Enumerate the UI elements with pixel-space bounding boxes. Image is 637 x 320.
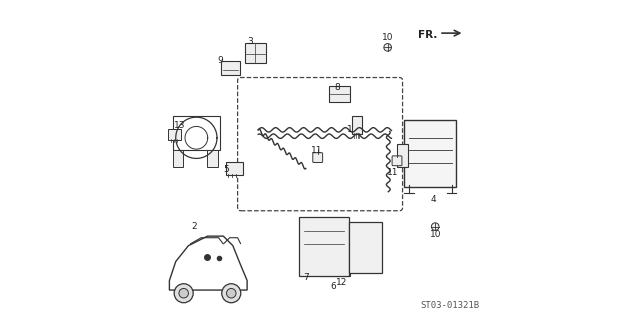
FancyBboxPatch shape xyxy=(221,61,240,75)
FancyBboxPatch shape xyxy=(245,43,266,63)
Text: 5: 5 xyxy=(223,165,229,174)
Text: 3: 3 xyxy=(247,36,252,45)
FancyBboxPatch shape xyxy=(404,120,457,187)
Text: 4: 4 xyxy=(431,195,436,204)
Circle shape xyxy=(179,288,189,298)
FancyBboxPatch shape xyxy=(208,150,218,167)
FancyBboxPatch shape xyxy=(299,217,348,276)
Circle shape xyxy=(222,284,241,303)
Circle shape xyxy=(174,284,193,303)
Text: 11: 11 xyxy=(311,146,323,155)
Text: 11: 11 xyxy=(387,168,399,177)
FancyBboxPatch shape xyxy=(332,261,341,270)
FancyBboxPatch shape xyxy=(225,162,243,175)
Text: 9: 9 xyxy=(217,56,223,65)
FancyBboxPatch shape xyxy=(173,150,183,167)
Text: 10: 10 xyxy=(382,33,394,42)
Text: FR.: FR. xyxy=(418,30,438,40)
FancyBboxPatch shape xyxy=(168,129,182,140)
Text: 12: 12 xyxy=(336,278,347,287)
FancyBboxPatch shape xyxy=(348,222,382,273)
Text: 2: 2 xyxy=(191,222,197,231)
Text: 1: 1 xyxy=(347,125,352,134)
Text: ST03-01321B: ST03-01321B xyxy=(420,301,479,310)
Text: 8: 8 xyxy=(334,83,340,92)
FancyBboxPatch shape xyxy=(352,116,362,134)
Circle shape xyxy=(227,288,236,298)
Text: 7: 7 xyxy=(304,273,310,282)
FancyBboxPatch shape xyxy=(392,156,402,166)
FancyBboxPatch shape xyxy=(313,153,322,163)
Circle shape xyxy=(431,223,439,230)
Text: 6: 6 xyxy=(330,282,336,292)
FancyBboxPatch shape xyxy=(329,86,350,102)
FancyBboxPatch shape xyxy=(397,143,408,167)
Circle shape xyxy=(384,44,392,51)
Text: 10: 10 xyxy=(429,230,441,239)
Text: 13: 13 xyxy=(174,121,185,130)
